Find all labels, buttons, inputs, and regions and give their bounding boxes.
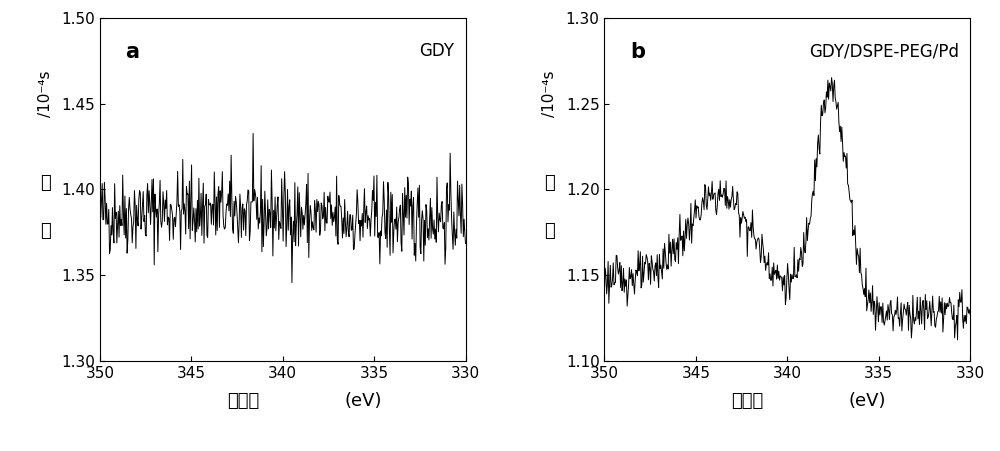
Text: 数: 数 — [544, 221, 555, 239]
Text: GDY: GDY — [420, 42, 455, 60]
Text: 结合能: 结合能 — [731, 392, 763, 410]
Text: (eV): (eV) — [344, 392, 382, 410]
Text: /10⁻⁴s: /10⁻⁴s — [38, 70, 53, 117]
Text: b: b — [630, 42, 645, 62]
Text: 计: 计 — [544, 174, 555, 192]
Text: 计: 计 — [40, 174, 50, 192]
Text: 结合能: 结合能 — [227, 392, 259, 410]
Text: GDY/DSPE-PEG/Pd: GDY/DSPE-PEG/Pd — [809, 42, 959, 60]
Text: a: a — [126, 42, 140, 62]
Text: /10⁻⁴s: /10⁻⁴s — [542, 70, 557, 117]
Text: 数: 数 — [40, 221, 50, 239]
Text: (eV): (eV) — [848, 392, 886, 410]
